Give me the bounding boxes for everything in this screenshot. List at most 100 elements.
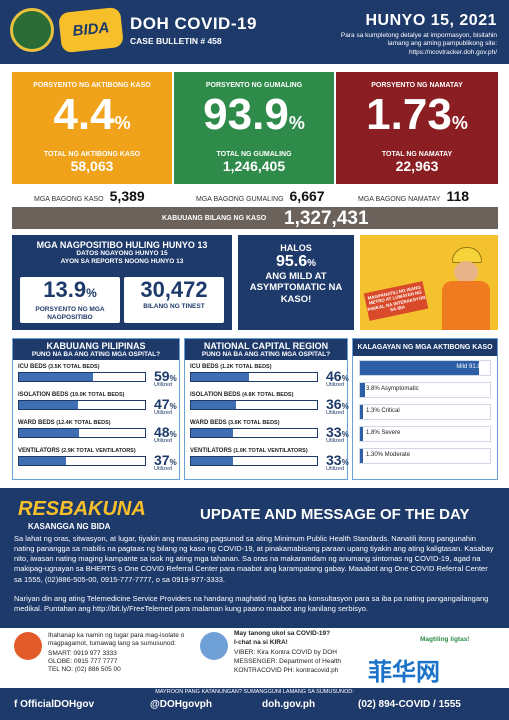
bed-name: WARD BEDS (12.4K TOTAL BEDS)	[18, 420, 111, 426]
panel-header: KALAGAYAN NG MGA AKTIBONG KASO	[353, 339, 497, 356]
tested-count: 30,472 BILANG NG TINEST	[124, 277, 224, 323]
isolation-text: Ihahanap ka namin ng lugar para mag-isol…	[48, 632, 185, 648]
active-cases-card: PORSYENTO NG AKTIBONG KASO 4.4% TOTAL NG…	[12, 72, 172, 184]
bed-name: ISOLATION BEDS (4.8K TOTAL BEDS)	[190, 392, 294, 398]
total-value: 1,327,431	[284, 208, 369, 229]
positivity-title: MGA NAGPOSITIBO HULING HUNYO 13	[36, 240, 208, 250]
utilization-fill	[191, 373, 249, 381]
bida-logo: BIDA	[58, 6, 124, 54]
case-status-bar: 3.8% Asymptomatic	[359, 382, 491, 398]
positivity-sub1: DATOS NGAYONG HUNYO 15	[76, 250, 168, 257]
bed-name: VENTILATORS (1.0K TOTAL VENTILATORS)	[190, 448, 308, 454]
card-total: 1,246,405	[222, 158, 286, 174]
total-label: KABUUANG BILANG NG KASO	[162, 215, 267, 222]
kontracovid-line: KONTRACOVID PH: kontracovid.ph	[234, 667, 339, 674]
card-label: PORSYENTO NG GUMALING	[205, 82, 303, 89]
utilization-fill	[191, 401, 237, 409]
panel-header: NATIONAL CAPITAL REGION PUNO NA BA ANG AT…	[185, 339, 347, 360]
case-status-fill	[360, 405, 364, 419]
utilized-label: Utilized	[154, 382, 173, 388]
kira-avatar-icon	[200, 632, 228, 660]
case-status-label: 1.30% Moderate	[366, 452, 411, 458]
utilized-label: Utilized	[326, 438, 345, 444]
bed-name: VENTILATORS (2.9K TOTAL VENTILATORS)	[18, 448, 136, 454]
ncr-panel: NATIONAL CAPITAL REGION PUNO NA BA ANG AT…	[184, 338, 349, 480]
bed-name: ISOLATION BEDS (19.0K TOTAL BEDS)	[18, 392, 125, 398]
positivity-box: MGA NAGPOSITIBO HULING HUNYO 13 DATOS NG…	[12, 235, 232, 330]
hotline-number: (02) 894-COVID / 1555	[358, 699, 461, 710]
card-label: PORSYENTO NG NAMATAY	[371, 82, 463, 89]
case-status-bar: 1.3% Critical	[359, 404, 491, 420]
kabuuang-pilipinas-panel: KABUUANG PILIPINAS PUNO NA BA ANG ATING M…	[12, 338, 180, 480]
utilization-bar	[190, 428, 318, 438]
new-cases: MGA BAGONG KASO 5,389	[34, 188, 145, 204]
card-percent: 93.9%	[203, 90, 305, 139]
mild-caption: ANG MILD AT ASYMPTOMATIC NA KASO!	[249, 271, 343, 305]
utilized-label: Utilized	[154, 466, 173, 472]
social-question: MAYROON PANG KATANUNGAN? SUMANGGUNI LAMA…	[155, 689, 354, 695]
utilization-percent: 33%	[326, 452, 349, 468]
update-paragraph-1: Sa lahat ng oras, sitwasyon, at lugar, t…	[14, 534, 494, 584]
utilized-label: Utilized	[154, 438, 173, 444]
facebook-link[interactable]: f OfficialDOHgov	[14, 699, 95, 710]
bed-row: ICU BEDS (1.2K TOTAL BEDS) 46% Utilized	[190, 364, 349, 388]
utilization-bar	[18, 400, 146, 410]
watermark: 菲华网	[368, 659, 440, 686]
globe-line: GLOBE: 0915 777 7777	[48, 658, 118, 665]
case-status-label: 3.8% Asymptomatic	[366, 386, 419, 392]
utilization-percent: 33%	[326, 424, 349, 440]
card-total: 58,063	[70, 158, 114, 174]
safety-poster: MAGPANATILI NG ISANG METRO AT LUMAYAN NG…	[360, 235, 498, 330]
utilization-fill	[19, 457, 66, 465]
page-title: DOH COVID-19	[130, 14, 257, 33]
mild-halos: HALOS	[280, 243, 312, 253]
mild-box: HALOS 95.6% ANG MILD AT ASYMPTOMATIC NA …	[238, 235, 354, 330]
resbakuna-logo: RESBAKUNA	[18, 498, 146, 520]
utilization-fill	[19, 429, 80, 437]
bed-row: WARD BEDS (12.4K TOTAL BEDS) 48% Utilized	[18, 420, 177, 444]
panel-header: KABUUANG PILIPINAS PUNO NA BA ANG ATING M…	[13, 339, 179, 360]
site-note: Para sa kumpletong detalye at impormasyo…	[340, 32, 497, 56]
utilization-percent: 37%	[154, 452, 177, 468]
contact-footer: Ihahanap ka namin ng lugar para mag-isol…	[0, 628, 509, 688]
new-deaths: MGA BAGONG NAMATAY 118	[358, 188, 470, 204]
card-total-label: TOTAL NG NAMATAY	[381, 151, 453, 158]
utilized-label: Utilized	[326, 466, 345, 472]
twitter-link[interactable]: @DOHgovph	[150, 699, 212, 710]
hotline-icon	[14, 632, 42, 660]
case-status-fill	[360, 427, 364, 441]
bed-row: ISOLATION BEDS (19.0K TOTAL BEDS) 47% Util…	[18, 392, 177, 416]
utilization-bar	[18, 372, 146, 382]
resbakuna-sub: KASANGGA NG BIDA	[28, 522, 111, 531]
utilization-bar	[18, 428, 146, 438]
bed-name: WARD BEDS (3.6K TOTAL BEDS)	[190, 420, 280, 426]
card-total: 22,963	[395, 158, 439, 174]
website-link[interactable]: doh.gov.ph	[262, 699, 316, 710]
kira-question: May tanong ukol sa COVID-19?	[234, 630, 331, 637]
kira-chat: I-chat na si KIRA!	[234, 639, 288, 646]
doh-seal-icon	[10, 8, 54, 52]
bed-row: ICU BEDS (3.5K TOTAL BEDS) 59% Utilized	[18, 364, 177, 388]
utilized-label: Utilized	[154, 410, 173, 416]
utilization-percent: 48%	[154, 424, 177, 440]
case-status-fill	[360, 361, 480, 375]
tel-line: TEL NO: (02) 886 505 00	[48, 666, 121, 673]
case-status-bar: 1.30% Moderate	[359, 448, 491, 464]
smart-line: SMART: 0919 977 3333	[48, 650, 117, 657]
case-status-label: Mild 91.8%	[456, 364, 486, 370]
utilization-bar	[190, 400, 318, 410]
card-label: PORSYENTO NG AKTIBONG KASO	[33, 82, 151, 89]
viber-line: VIBER: Kira Kontra COVID by DOH	[234, 649, 337, 656]
total-cases-bar: KABUUANG BILANG NG KASO 1,327,431	[12, 207, 498, 229]
update-title: UPDATE AND MESSAGE OF THE DAY	[200, 506, 470, 523]
utilized-label: Utilized	[326, 382, 345, 388]
case-status-fill	[360, 383, 365, 397]
bed-name: ICU BEDS (1.2K TOTAL BEDS)	[190, 364, 272, 370]
card-total-label: TOTAL NG AKTIBONG KASO	[43, 151, 141, 158]
worker-vest	[442, 281, 490, 330]
utilization-fill	[191, 457, 233, 465]
positivity-rate: 13.9% PORSYENTO NG MGA NAGPOSITIBO	[20, 277, 120, 323]
bulletin-number: CASE BULLETIN # 458	[130, 36, 222, 46]
recovered-card: PORSYENTO NG GUMALING 93.9% TOTAL NG GUM…	[174, 72, 334, 184]
utilization-percent: 46%	[326, 368, 349, 384]
